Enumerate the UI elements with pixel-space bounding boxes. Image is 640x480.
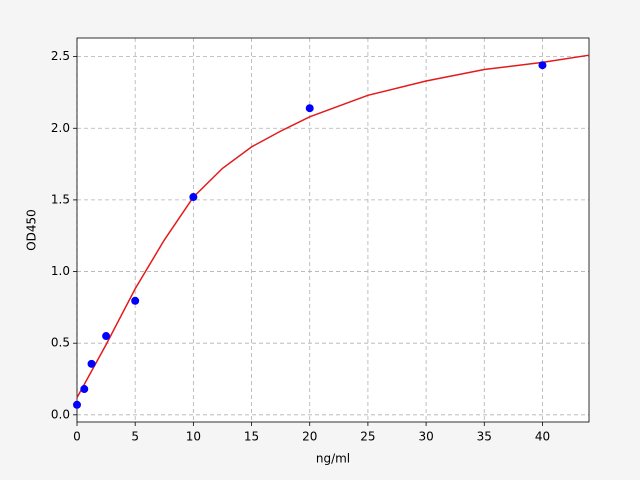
x-axis-label: ng/ml — [316, 452, 350, 466]
data-point — [73, 400, 81, 409]
fit-curve — [76, 54, 590, 399]
y-tick-label: 2.0 — [51, 121, 70, 135]
x-tick-label: 25 — [360, 430, 375, 444]
x-tick-label: 0 — [73, 430, 81, 444]
data-point — [189, 193, 198, 202]
plot-frame — [76, 37, 590, 423]
data-point — [305, 104, 314, 113]
x-tick-label: 15 — [244, 430, 259, 444]
y-tick-label: 0.0 — [51, 407, 70, 421]
y-axis-label: OD450 — [25, 209, 39, 251]
y-tick-label: 1.0 — [51, 264, 70, 278]
x-tick-label: 20 — [302, 430, 317, 444]
data-point — [80, 385, 89, 394]
data-point — [102, 332, 111, 341]
y-tick-label: 0.5 — [51, 336, 70, 350]
y-tick-label: 1.5 — [51, 192, 70, 206]
y-tick-label: 2.5 — [51, 49, 70, 63]
plot-area — [77, 38, 589, 422]
x-tick-label: 40 — [535, 430, 550, 444]
x-tick-label: 5 — [131, 430, 139, 444]
x-tick-label: 35 — [477, 430, 492, 444]
data-point — [87, 359, 96, 368]
data-point — [538, 61, 547, 70]
x-tick-label: 10 — [186, 430, 201, 444]
data-point — [131, 296, 140, 305]
x-tick-label: 30 — [418, 430, 433, 444]
